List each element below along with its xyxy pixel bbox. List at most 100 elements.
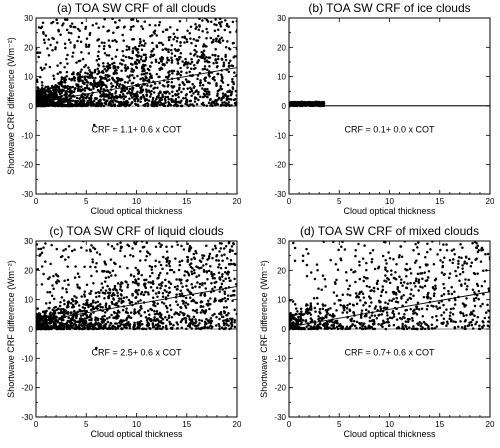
data-point xyxy=(326,312,329,315)
data-point xyxy=(215,82,218,85)
data-point xyxy=(66,312,70,316)
data-point xyxy=(317,102,321,105)
data-point xyxy=(107,270,110,273)
data-point xyxy=(203,326,206,330)
data-point xyxy=(122,39,125,42)
data-point xyxy=(387,251,390,254)
data-point xyxy=(63,311,66,315)
data-point xyxy=(74,99,77,103)
data-point xyxy=(60,321,63,325)
data-point xyxy=(133,321,136,325)
data-point xyxy=(127,76,131,79)
data-point xyxy=(193,96,197,99)
data-point xyxy=(390,269,393,272)
x-tick-label: 5 xyxy=(337,420,342,429)
data-point xyxy=(335,309,338,312)
data-point xyxy=(318,322,322,326)
data-point xyxy=(326,308,330,311)
data-point xyxy=(226,297,230,301)
data-point xyxy=(43,67,46,70)
data-point xyxy=(84,97,88,100)
data-point xyxy=(129,311,133,314)
data-point xyxy=(159,96,163,100)
data-point xyxy=(105,317,109,320)
data-point xyxy=(139,250,142,253)
data-point xyxy=(367,295,371,298)
data-point xyxy=(179,74,182,77)
data-point xyxy=(219,25,223,28)
data-point xyxy=(370,258,374,261)
data-point xyxy=(194,285,197,288)
data-point xyxy=(153,309,156,313)
data-point xyxy=(66,305,70,308)
data-point xyxy=(343,248,347,251)
data-point xyxy=(79,40,83,44)
data-point xyxy=(139,299,142,302)
data-point xyxy=(395,263,398,266)
data-point xyxy=(56,72,60,76)
data-point xyxy=(74,26,77,29)
data-point xyxy=(353,324,357,328)
data-point xyxy=(108,44,111,48)
data-point xyxy=(203,282,207,285)
data-point xyxy=(392,323,396,327)
data-point xyxy=(44,34,48,37)
data-point xyxy=(295,327,299,330)
data-point xyxy=(60,319,63,322)
data-point xyxy=(90,75,94,78)
data-point xyxy=(445,248,449,252)
data-point xyxy=(225,313,228,317)
y-tick-label: 0 xyxy=(282,325,287,334)
data-point xyxy=(234,252,237,256)
data-point xyxy=(469,264,473,268)
data-point xyxy=(58,83,61,86)
data-point xyxy=(117,77,120,81)
data-point xyxy=(181,36,184,39)
data-point xyxy=(398,254,401,257)
data-point xyxy=(73,44,76,47)
data-point xyxy=(211,77,215,80)
data-point xyxy=(170,43,174,47)
data-point xyxy=(448,272,452,275)
data-point xyxy=(368,285,371,289)
data-point xyxy=(191,317,194,321)
data-point xyxy=(201,257,204,260)
data-point xyxy=(476,315,480,319)
outlier-point xyxy=(92,123,96,127)
data-point xyxy=(177,96,180,99)
data-point xyxy=(90,104,93,107)
data-point xyxy=(123,89,127,93)
data-point xyxy=(37,247,40,251)
data-point xyxy=(170,97,173,101)
data-point xyxy=(142,293,146,296)
data-point xyxy=(66,319,70,323)
data-point xyxy=(173,35,177,39)
x-axis-label: Cloud optical thickness xyxy=(343,206,436,216)
data-point xyxy=(168,260,171,263)
data-point xyxy=(401,322,404,326)
data-point xyxy=(179,52,183,55)
data-point xyxy=(392,257,395,261)
data-point xyxy=(138,37,142,41)
data-point xyxy=(381,254,385,258)
data-point xyxy=(158,99,161,103)
data-point xyxy=(73,46,76,49)
data-point xyxy=(220,315,224,319)
data-point xyxy=(184,57,187,61)
data-point xyxy=(118,93,122,97)
data-point xyxy=(156,102,159,105)
data-point xyxy=(320,288,323,291)
data-point xyxy=(227,276,231,280)
data-point xyxy=(220,275,224,278)
data-point xyxy=(207,60,211,64)
data-point xyxy=(180,70,183,74)
data-point xyxy=(185,284,188,288)
data-point xyxy=(73,276,77,279)
data-point xyxy=(183,270,187,273)
data-point xyxy=(103,52,107,55)
data-point xyxy=(386,277,389,280)
data-point xyxy=(47,93,51,97)
data-point xyxy=(141,27,145,30)
data-point xyxy=(202,45,205,48)
data-point xyxy=(207,321,210,324)
